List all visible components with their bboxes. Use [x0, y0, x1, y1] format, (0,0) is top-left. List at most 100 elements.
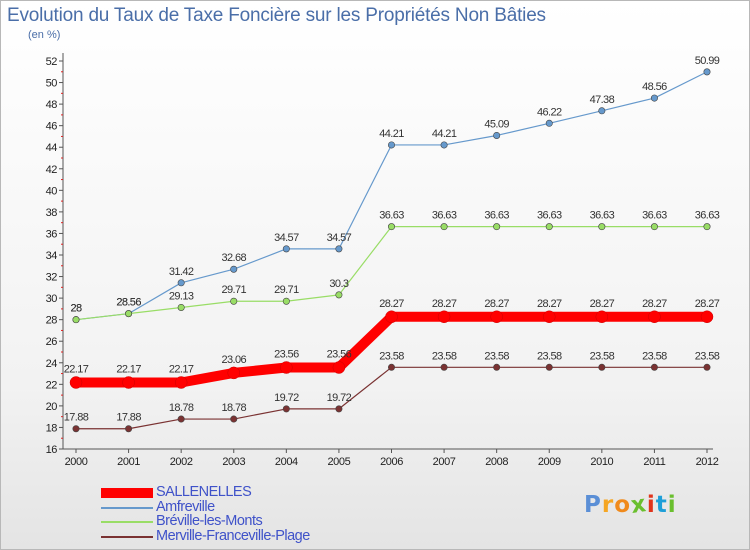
data-point: [227, 366, 240, 380]
x-tick-label: 2010: [590, 456, 613, 468]
x-tick-label: 2002: [170, 456, 193, 468]
y-tick-label: 30: [46, 293, 58, 305]
data-label: 31.42: [169, 266, 194, 278]
data-point: [387, 223, 395, 231]
data-point: [650, 94, 658, 102]
data-label: 28.27: [432, 298, 457, 310]
data-point: [335, 245, 343, 253]
data-label: 23.58: [379, 350, 404, 362]
data-point: [282, 405, 290, 413]
data-label: 23.58: [695, 350, 720, 362]
y-tick-label: 36: [46, 228, 58, 240]
data-point: [703, 363, 711, 371]
legend-swatch: [101, 536, 153, 539]
logo-letter: i: [667, 492, 677, 518]
data-label: 28.27: [484, 298, 509, 310]
data-label: 28: [70, 303, 82, 315]
data-label: 28.27: [537, 298, 562, 310]
data-label: 36.63: [642, 210, 667, 222]
y-tick-label: 50: [46, 78, 58, 90]
data-label: 44.21: [379, 128, 404, 140]
y-tick-label: 20: [46, 401, 58, 413]
data-point: [493, 223, 501, 231]
x-tick-label: 2009: [538, 456, 561, 468]
x-tick-label: 2006: [380, 456, 403, 468]
data-label: 36.63: [695, 210, 720, 222]
y-tick-label: 26: [46, 336, 58, 348]
data-label: 17.88: [116, 412, 141, 424]
x-tick-label: 2005: [327, 456, 350, 468]
data-point: [648, 310, 661, 324]
data-point: [650, 223, 658, 231]
logo-letter: i: [646, 492, 656, 518]
legend-swatch: [101, 521, 153, 524]
data-label: 29.13: [169, 290, 194, 302]
data-label: 18.78: [221, 402, 246, 414]
x-tick-label: 2011: [643, 456, 665, 468]
data-point: [282, 297, 290, 305]
data-label: 23.56: [274, 349, 299, 361]
chart-title: Evolution du Taux de Taxe Foncière sur l…: [7, 5, 546, 26]
legend-swatch: [101, 488, 153, 499]
data-label: 47.38: [590, 94, 615, 106]
data-label: 23.56: [327, 349, 352, 361]
data-point: [177, 303, 185, 311]
data-label: 18.78: [169, 402, 194, 414]
data-label: 23.58: [537, 350, 562, 362]
data-label: 23.58: [432, 350, 457, 362]
data-point: [177, 279, 185, 287]
data-point: [543, 310, 556, 324]
logo-letter: t: [655, 492, 668, 518]
y-tick-label: 32: [46, 272, 58, 284]
data-label: 44.21: [432, 128, 457, 140]
data-label: 17.88: [64, 412, 89, 424]
data-point: [703, 68, 711, 76]
y-tick-label: 34: [46, 250, 58, 262]
y-tick-label: 38: [46, 207, 58, 219]
line-chart: 16 18 20 22 24 26 28 30 32 34 36 38 40 42 44 46 48 50 52 20…: [46, 53, 720, 468]
data-label: 22.17: [169, 364, 194, 376]
data-label: 19.72: [327, 392, 352, 404]
data-label: 23.58: [590, 350, 615, 362]
data-label: 36.63: [379, 210, 404, 222]
y-tick-label: 28: [46, 315, 58, 327]
data-point: [440, 141, 448, 149]
data-label: 19.72: [274, 392, 299, 404]
data-label: 28.27: [695, 298, 720, 310]
y-tick-label: 52: [46, 56, 58, 68]
series-line-3: [75, 366, 708, 430]
data-label: 36.63: [590, 210, 615, 222]
data-label: 28.56: [116, 297, 141, 309]
data-label: 34.57: [327, 232, 352, 244]
y-tick-label: 22: [46, 379, 58, 391]
x-tick-label: 2004: [275, 456, 298, 468]
y-tick-label: 44: [46, 142, 58, 154]
data-point: [545, 119, 553, 127]
legend-label: Bréville-les-Monts: [156, 513, 263, 530]
y-tick-label: 18: [46, 422, 58, 434]
data-label: 36.63: [537, 210, 562, 222]
data-point: [282, 245, 290, 253]
data-label: 50.99: [695, 55, 720, 67]
logo-letter: o: [614, 492, 632, 518]
data-label: 29.71: [274, 284, 299, 296]
legend-label: Amfreville: [156, 498, 215, 515]
y-tick-label: 46: [46, 121, 58, 133]
data-point: [335, 291, 343, 299]
data-point: [122, 376, 135, 389]
data-point: [387, 141, 395, 149]
data-point: [125, 310, 133, 318]
data-point: [332, 361, 346, 374]
data-point: [703, 223, 711, 231]
data-point: [440, 223, 448, 231]
data-point: [437, 310, 451, 324]
data-label: 46.22: [537, 106, 562, 118]
data-label: 45.09: [484, 118, 509, 130]
x-tick-label: 2001: [117, 456, 140, 468]
data-point: [598, 363, 606, 371]
data-label: 34.57: [274, 232, 299, 244]
x-tick-label: 2008: [485, 456, 508, 468]
legend-label: Merville-Franceville-Plage: [156, 527, 310, 544]
logo-letter: r: [601, 492, 615, 518]
data-label: 28.27: [642, 298, 667, 310]
